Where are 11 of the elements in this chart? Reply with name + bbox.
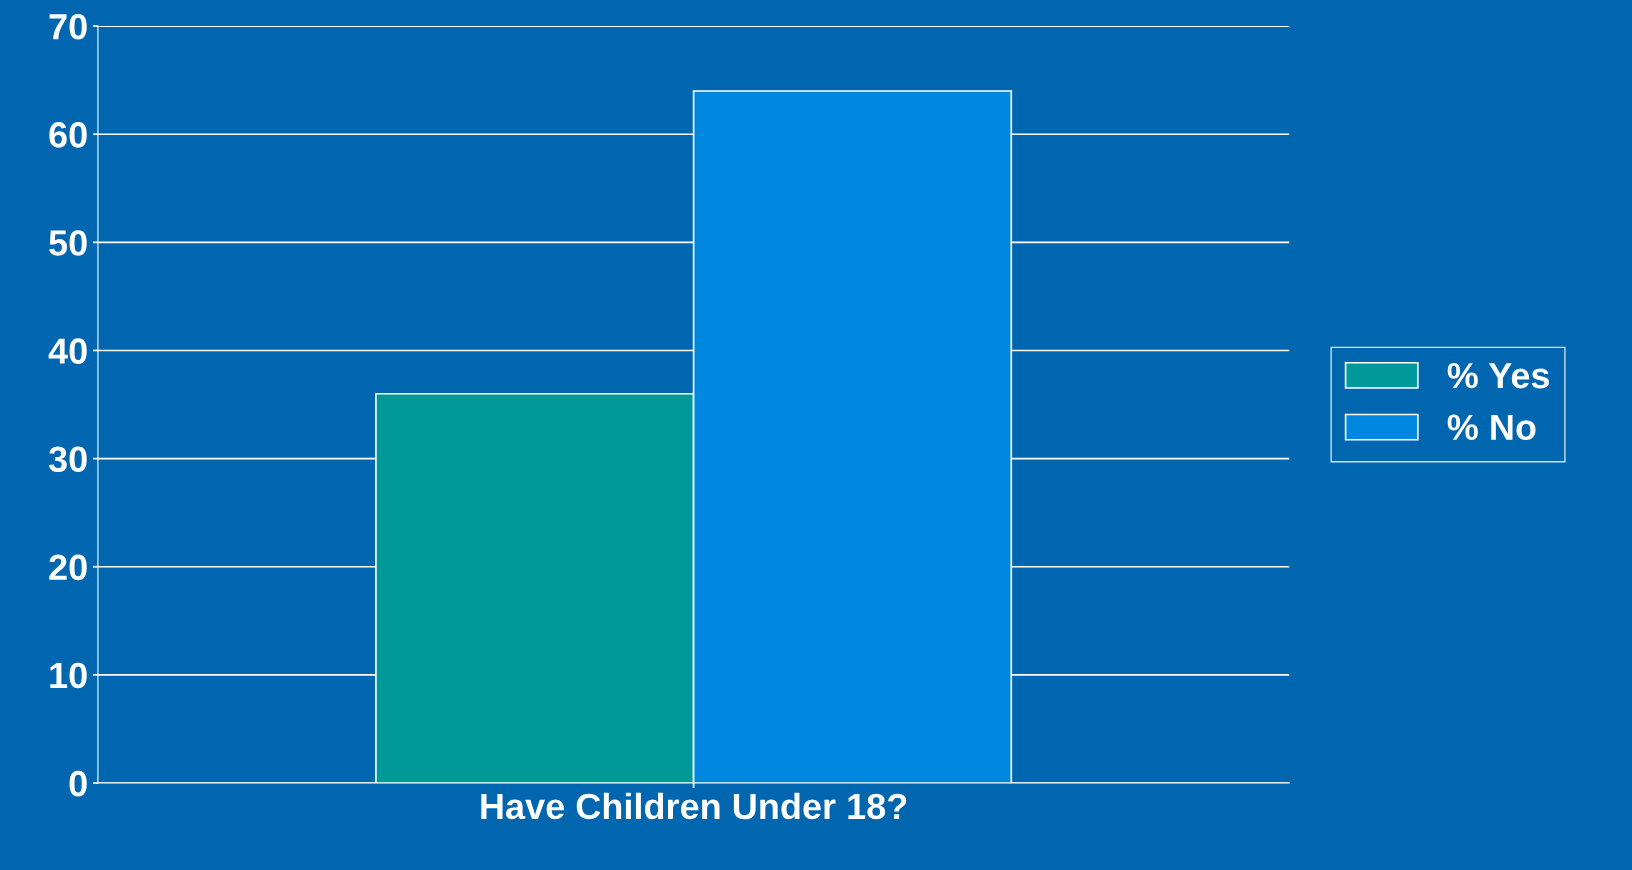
legend-label: % Yes [1447, 362, 1550, 389]
y-tick-label: 30 [48, 446, 87, 473]
y-tick-label: 40 [48, 338, 87, 364]
y-tick-label: 0 [69, 770, 87, 797]
legend-label: % No [1447, 414, 1536, 441]
y-tick-label: 50 [49, 230, 87, 256]
y-tick-label: 70 [49, 13, 87, 40]
y-tick-label: 10 [50, 662, 87, 689]
y-tick-label: 60 [49, 122, 87, 148]
x-tick-label: Have Children Under 18? [481, 792, 907, 820]
y-tick-label: 20 [49, 554, 87, 581]
